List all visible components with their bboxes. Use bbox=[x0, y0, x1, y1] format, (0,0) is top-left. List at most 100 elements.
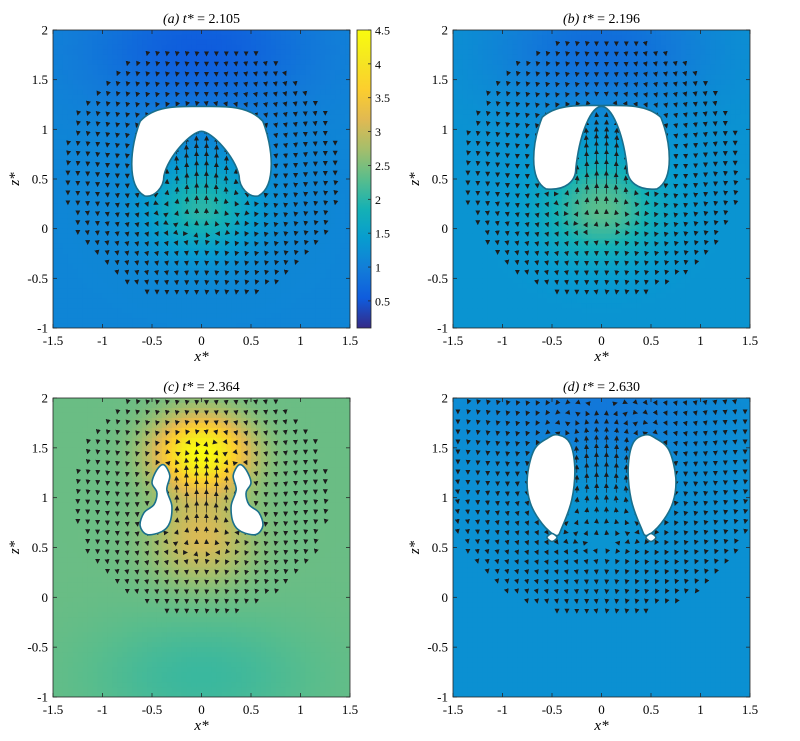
velocity-arrow bbox=[253, 540, 259, 547]
velocity-arrow bbox=[234, 538, 240, 545]
velocity-arrow bbox=[155, 91, 161, 98]
velocity-arrow bbox=[524, 500, 530, 507]
velocity-arrow bbox=[125, 132, 130, 139]
velocity-arrow bbox=[683, 510, 689, 517]
panel-a: -1.5 -1 -0.5 0 0.5 1 1.5-1-0.500.511.52x*z*(a)… bbox=[7, 12, 358, 365]
panel-c: -1.5 -1 -0.5 0 0.5 1 1.5-1-0.500.511.52x*z*(c)… bbox=[7, 380, 358, 734]
velocity-arrow bbox=[673, 212, 679, 218]
panel-title: (a) t* = 2.105 bbox=[163, 12, 240, 27]
velocity-arrow bbox=[693, 529, 699, 536]
velocity-arrow bbox=[263, 531, 269, 537]
velocity-arrow bbox=[184, 450, 190, 456]
velocity-arrow bbox=[574, 496, 580, 503]
velocity-arrow bbox=[244, 539, 250, 546]
velocity-arrow bbox=[563, 521, 569, 527]
velocity-arrow bbox=[165, 91, 170, 98]
x-axis-label: x* bbox=[593, 349, 609, 365]
velocity-arrow bbox=[154, 550, 159, 556]
velocity-arrow bbox=[174, 475, 180, 483]
velocity-arrow bbox=[244, 250, 250, 257]
velocity-arrow bbox=[223, 101, 228, 107]
velocity-arrow bbox=[555, 409, 561, 415]
velocity-arrow bbox=[662, 410, 668, 416]
velocity-arrow bbox=[563, 230, 569, 237]
velocity-arrow bbox=[273, 193, 279, 199]
velocity-arrow bbox=[703, 519, 709, 526]
velocity-arrow bbox=[534, 559, 539, 565]
velocity-arrow bbox=[124, 212, 130, 218]
x-tick-label: 1 bbox=[697, 333, 704, 348]
velocity-arrow bbox=[183, 221, 189, 227]
bubble-ring-right bbox=[230, 463, 264, 536]
velocity-arrow bbox=[554, 241, 559, 247]
x-tick-label: 1 bbox=[297, 333, 304, 348]
velocity-arrow bbox=[644, 241, 649, 247]
velocity-arrow bbox=[174, 517, 180, 523]
velocity-arrow bbox=[673, 221, 679, 228]
y-axis-label: z* bbox=[407, 540, 423, 555]
velocity-arrow bbox=[524, 143, 530, 149]
velocity-arrow bbox=[682, 112, 688, 118]
velocity-arrow bbox=[553, 549, 559, 555]
velocity-arrow bbox=[165, 449, 171, 455]
velocity-arrow bbox=[564, 421, 571, 427]
velocity-arrow bbox=[234, 230, 240, 236]
velocity-arrow bbox=[584, 197, 590, 204]
velocity-arrow bbox=[574, 199, 580, 205]
y-tick-label: 1 bbox=[42, 490, 49, 505]
velocity-arrow bbox=[515, 451, 521, 457]
velocity-arrow bbox=[565, 91, 570, 98]
velocity-arrow bbox=[505, 400, 511, 406]
velocity-arrow bbox=[663, 202, 669, 209]
velocity-arrow bbox=[224, 210, 230, 217]
velocity-arrow bbox=[624, 250, 630, 257]
velocity-arrow bbox=[282, 132, 288, 138]
velocity-arrow bbox=[213, 450, 219, 456]
velocity-arrow bbox=[135, 440, 140, 447]
x-tick-label: 1.5 bbox=[342, 333, 358, 348]
velocity-arrow bbox=[663, 92, 668, 98]
velocity-arrow bbox=[273, 221, 279, 228]
velocity-arrow bbox=[644, 210, 650, 217]
velocity-arrow bbox=[135, 430, 141, 436]
velocity-arrow bbox=[172, 541, 179, 547]
velocity-arrow bbox=[263, 440, 269, 447]
velocity-arrow bbox=[574, 445, 580, 453]
velocity-arrow bbox=[164, 189, 170, 196]
velocity-arrow bbox=[165, 439, 171, 446]
y-tick-label: 2 bbox=[42, 391, 49, 406]
y-tick-label: -1 bbox=[437, 690, 448, 705]
velocity-arrow bbox=[234, 240, 240, 247]
velocity-arrow bbox=[583, 530, 588, 536]
y-tick-label: 0.5 bbox=[32, 172, 48, 187]
x-tick-label: 0.5 bbox=[643, 702, 659, 717]
velocity-arrow bbox=[642, 81, 648, 88]
velocity-arrow bbox=[273, 132, 279, 139]
velocity-arrow bbox=[672, 400, 678, 406]
velocity-arrow bbox=[273, 212, 279, 218]
velocity-arrow bbox=[163, 538, 169, 545]
velocity-arrow bbox=[664, 529, 669, 536]
velocity-arrow bbox=[263, 540, 269, 547]
velocity-arrow bbox=[553, 559, 559, 565]
velocity-arrow bbox=[134, 550, 140, 556]
colorbar-tick-label: 4.5 bbox=[375, 24, 390, 38]
velocity-arrow bbox=[223, 505, 229, 513]
y-tick-label: 1.5 bbox=[32, 72, 48, 87]
x-tick-label: -0.5 bbox=[542, 333, 563, 348]
velocity-arrow bbox=[673, 500, 679, 507]
x-tick-label: 1.5 bbox=[742, 333, 758, 348]
velocity-arrow bbox=[643, 102, 648, 108]
velocity-arrow bbox=[634, 548, 640, 555]
velocity-arrow bbox=[632, 399, 638, 405]
velocity-arrow bbox=[232, 449, 238, 455]
velocity-arrow bbox=[273, 122, 278, 128]
velocity-arrow bbox=[642, 409, 648, 415]
velocity-arrow bbox=[515, 122, 521, 129]
field-heatmap bbox=[53, 30, 350, 328]
velocity-arrow bbox=[634, 230, 640, 237]
velocity-arrow bbox=[623, 187, 629, 194]
velocity-arrow bbox=[544, 221, 550, 228]
y-axis-label: z* bbox=[7, 540, 23, 555]
velocity-arrow bbox=[545, 419, 551, 425]
